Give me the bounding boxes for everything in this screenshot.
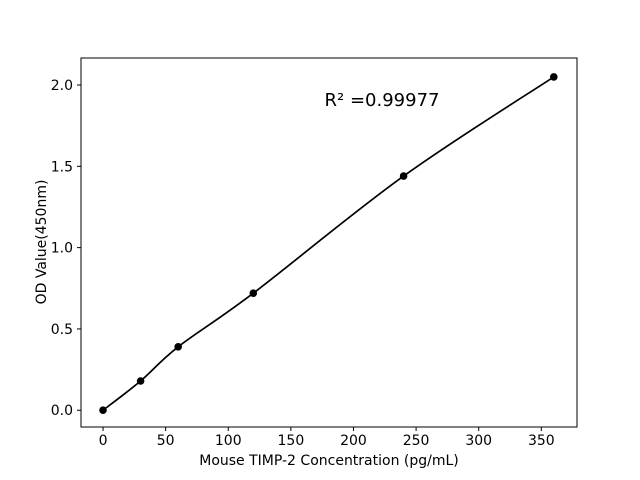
fit-curve-line xyxy=(102,76,555,411)
x-tick-label: 250 xyxy=(403,433,430,449)
x-tick-label: 50 xyxy=(157,433,175,449)
plot-frame xyxy=(80,57,578,428)
x-tick-label: 0 xyxy=(99,433,108,449)
y-tick-label: 2.0 xyxy=(51,78,73,94)
r-squared-annotation: R² =0.99977 xyxy=(325,90,440,111)
y-tick-label: 1.5 xyxy=(51,159,73,175)
x-tick-label: 200 xyxy=(340,433,367,449)
y-tick-label: 0.0 xyxy=(51,403,73,419)
data-point-marker xyxy=(136,377,145,385)
x-tick-label: 100 xyxy=(215,433,242,449)
x-axis-label: Mouse TIMP-2 Concentration (pg/mL) xyxy=(199,453,459,469)
data-point-marker xyxy=(399,172,408,180)
data-point-marker xyxy=(174,343,182,351)
y-tick-label: 0.5 xyxy=(51,322,73,338)
y-tick-label: 1.0 xyxy=(51,241,73,257)
x-tick-label: 150 xyxy=(278,433,305,449)
x-tick-label: 300 xyxy=(465,433,492,449)
y-axis-label: OD Value(450nm) xyxy=(34,180,50,305)
chart-plot-area: 0 50 100 150 200 250 300 350 0.0 0.5 1.0 1.5 2.0 xyxy=(51,57,578,449)
data-point-marker xyxy=(249,289,258,298)
x-tick-label: 350 xyxy=(528,433,555,449)
data-point-marker xyxy=(550,73,558,81)
data-point-marker xyxy=(99,406,107,415)
